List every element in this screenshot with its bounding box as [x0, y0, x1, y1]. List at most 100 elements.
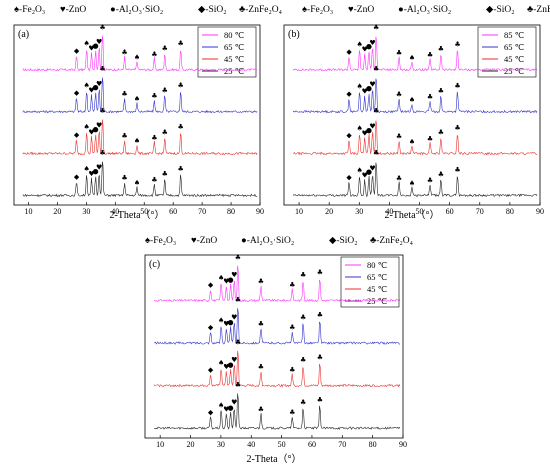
phase-legend-symbol: ♠ — [145, 236, 150, 246]
series-legend-label: 80 ℃ — [224, 30, 245, 40]
x-tick-label: 60 — [169, 207, 177, 216]
phase-legend-symbol: ♠ — [302, 5, 307, 15]
peak-marker: ♣ — [162, 45, 168, 53]
panel-c: (c) 10 20 30 40 50 60 70 80 90 2-Theta（°） 80 ℃ 65 ℃ 4… — [144, 253, 407, 465]
phase-legend-item: ●-Al₂O₃·SiO₂ — [398, 5, 451, 15]
phase-legend-label: -ZnO — [197, 236, 218, 246]
peak-marker: ♥ — [88, 170, 94, 178]
series-legend-label: 45 ℃ — [367, 284, 388, 294]
x-tick-label: 80 — [227, 207, 235, 216]
peak-marker: ♠ — [218, 274, 224, 282]
phase-legend-symbol: ● — [241, 236, 247, 246]
peak-marker: ♠ — [409, 138, 415, 146]
peak-marker: ◆ — [74, 89, 80, 97]
series-legend-label: 65 ℃ — [224, 42, 245, 52]
peak-marker: ♣ — [438, 45, 444, 53]
xrd-trace — [292, 36, 538, 72]
phase-legend-item: ●-Al₂O₃·SiO₂ — [241, 236, 294, 246]
peak-marker: ♠ — [356, 83, 362, 91]
peak-marker: ♣ — [289, 408, 295, 416]
peak-marker: ♣ — [438, 170, 444, 178]
peak-marker: ♣ — [396, 132, 402, 140]
xrd-trace — [153, 350, 401, 388]
peak-marker: ♣ — [235, 381, 241, 389]
phase-legend-label: -ZnFe₂O₄ — [533, 5, 550, 15]
peak-marker: ♣ — [178, 81, 184, 89]
phase-legend-top-right: ♠-Fe₂O₃ ♥-ZnO ●-Al₂O₃·SiO₂ ◆-SiO₂ ♣-ZnFe₂O₄ — [302, 5, 550, 15]
peak-marker: ♣ — [258, 405, 264, 413]
phase-legend-item: ♣-ZnFe₂O₄ — [239, 5, 282, 15]
peak-marker: ♣ — [454, 40, 460, 48]
series-legend-label: 80 ℃ — [367, 260, 388, 270]
peak-marker: ♠ — [409, 96, 415, 104]
peak-marker: ◆ — [346, 174, 352, 182]
peak-marker: ♣ — [151, 176, 157, 184]
phase-legend-bottom: ♠-Fe₂O₃ ♥-ZnO ●-Al₂O₃·SiO₂ ◆-SiO₂ ♣-ZnFe₂O₄ — [145, 236, 413, 246]
peak-marker: ♠ — [84, 123, 90, 131]
panel-a: (a) 10 20 30 40 50 60 70 80 90 2-Theta（°） 80 ℃ 65 ℃ 4… — [13, 23, 264, 221]
x-axis-title: 2-Theta（°） — [246, 453, 301, 465]
peak-marker: ♠ — [134, 137, 140, 145]
peak-marker: ♠ — [84, 165, 90, 173]
peak-marker: ♣ — [396, 91, 402, 99]
peak-marker: ♣ — [99, 149, 105, 157]
peak-marker: ● — [93, 167, 99, 175]
peak-marker: ♥ — [362, 46, 368, 54]
peak-marker: ♣ — [317, 353, 323, 361]
peak-marker: ♣ — [396, 174, 402, 182]
plot-frame — [13, 24, 261, 206]
peak-marker: ♠ — [356, 41, 362, 49]
x-tick-label: 80 — [369, 440, 377, 449]
x-tick-label: 90 — [399, 440, 407, 449]
peak-marker: ♥ — [88, 86, 94, 94]
x-axis-title: 2-Theta（°） — [384, 209, 439, 221]
peak-marker: ♣ — [235, 339, 241, 347]
peak-marker: ♣ — [289, 366, 295, 374]
series-legend-label: 25 ℃ — [224, 66, 245, 76]
xrd-trace — [22, 119, 258, 156]
peak-marker: ◆ — [208, 281, 214, 289]
xrd-trace — [22, 161, 258, 198]
peak-marker: ♣ — [427, 135, 433, 143]
x-tick-label: 20 — [187, 440, 195, 449]
phase-legend-label: -Fe₂O₃ — [150, 236, 176, 246]
x-tick-label: 50 — [278, 440, 286, 449]
x-tick-label: 10 — [156, 440, 164, 449]
xrd-trace — [22, 77, 258, 114]
peak-marker: ♥ — [223, 405, 229, 413]
phase-legend-symbol: ◆ — [198, 5, 206, 15]
x-tick-label: 70 — [198, 207, 206, 216]
peak-marker: ♣ — [373, 107, 379, 115]
series-legend-label: 85 ℃ — [504, 30, 525, 40]
x-axis-title: 2-Theta（°） — [109, 209, 164, 221]
peak-marker: ◆ — [208, 408, 214, 416]
peak-marker: ♣ — [121, 48, 127, 56]
peak-marker: ♣ — [121, 174, 127, 182]
peak-marker: ♣ — [373, 23, 379, 31]
peak-marker: ♣ — [373, 65, 379, 73]
series-legend-label: 45 ℃ — [504, 54, 525, 64]
peak-marker: ♥ — [369, 81, 375, 89]
xrd-trace — [22, 35, 258, 72]
peak-marker: ♣ — [235, 296, 241, 304]
phase-legend-symbol: ● — [398, 5, 404, 15]
peak-marker: ♣ — [151, 92, 157, 100]
peak-marker: ♣ — [235, 253, 241, 261]
x-tick-label: 80 — [506, 207, 514, 216]
peak-marker: ♣ — [454, 166, 460, 174]
phase-legend-label: -ZnO — [354, 5, 375, 15]
peak-marker: ♣ — [178, 123, 184, 131]
peak-marker: ♣ — [300, 271, 306, 279]
series-legend-label: 65 ℃ — [367, 272, 388, 282]
phase-legend-item: ●-Al₂O₃·SiO₂ — [110, 5, 163, 15]
peak-marker: ◆ — [346, 90, 352, 98]
phase-legend-symbol: ♣ — [370, 236, 376, 246]
peak-marker: ● — [93, 42, 99, 50]
peak-marker: ♣ — [178, 40, 184, 48]
xrd-trace — [153, 265, 401, 303]
x-tick-label: 10 — [295, 207, 303, 216]
series-legend-label: 65 ℃ — [504, 42, 525, 52]
x-tick-label: 20 — [325, 207, 333, 216]
peak-marker: ● — [93, 84, 99, 92]
